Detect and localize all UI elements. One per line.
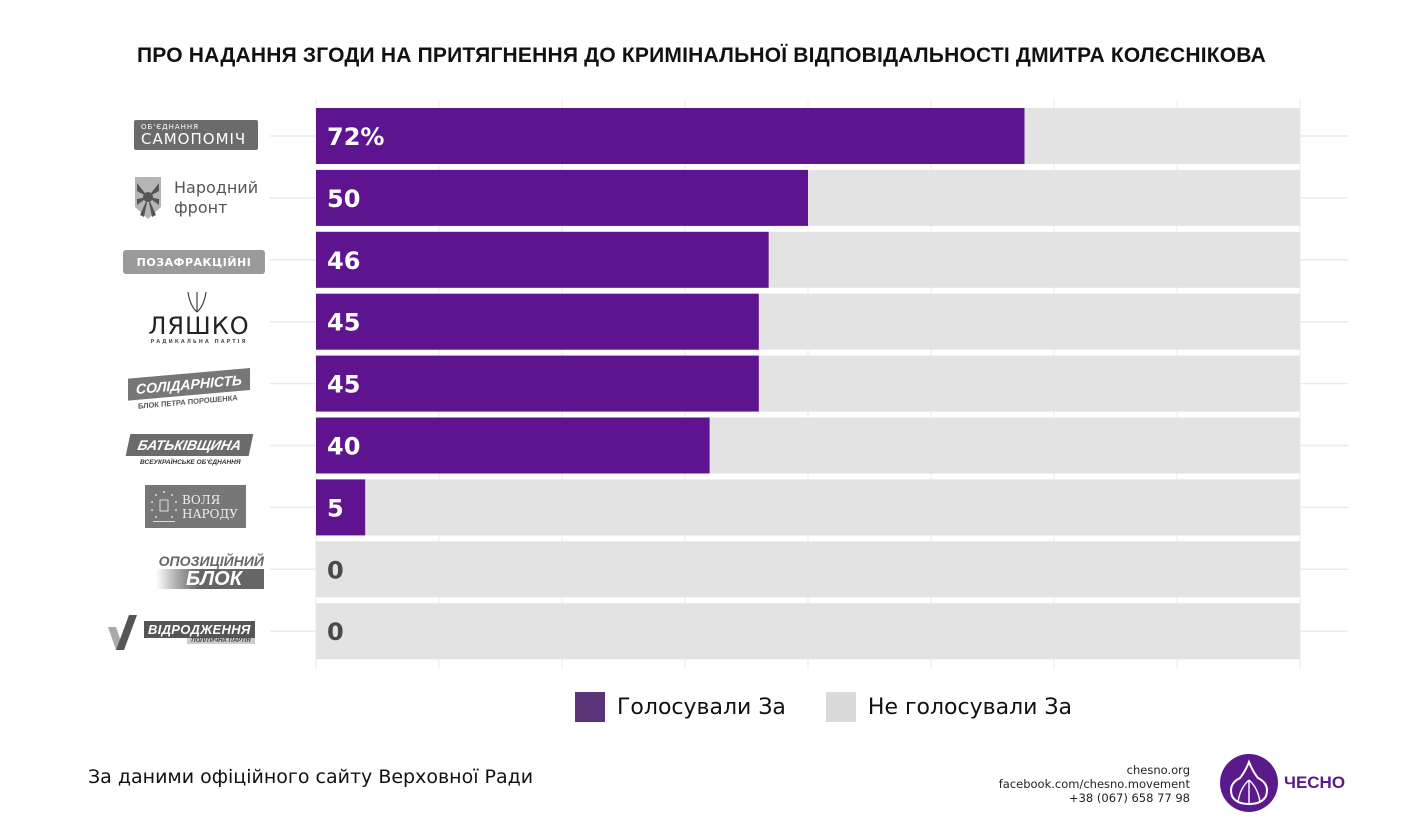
logo-narodnyi-front-line1: Народний: [174, 178, 259, 197]
bar-data-label: 40: [327, 433, 360, 461]
logo-liashko: ЛЯШКО РАДИКАЛЬНА ПАРТІЯ: [134, 292, 264, 350]
brand-name: ЧЕСНО: [1284, 773, 1346, 792]
phone-number: +38 (067) 658 77 98: [1068, 791, 1190, 805]
logo-opozytsiinyi-blok-line1: ОПОЗИЦІЙНИЙ: [158, 552, 264, 569]
logo-samopomich-line1: ОБ'ЄДНАННЯ: [141, 123, 200, 131]
legend-label-voted: Голосували За: [617, 694, 786, 720]
bar-voted: [316, 293, 759, 350]
logo-opozytsiinyi-blok: ОПОЗИЦІЙНИЙ БЛОК: [138, 551, 264, 591]
logo-volia-narodu: ВОЛЯ НАРОДУ: [145, 485, 246, 528]
bar-data-label: 50: [327, 185, 360, 213]
source-note: За даними офіційного сайту Верховної Рад…: [88, 766, 534, 788]
logo-batkivshchyna: БАТЬКІВЩИНА ВСЕУКРАЇНСЬКЕ ОБ'ЄДНАННЯ: [125, 430, 258, 470]
bar-data-label: 45: [327, 371, 360, 399]
chart-title: ПРО НАДАННЯ ЗГОДИ НА ПРИТЯГНЕННЯ ДО КРИМ…: [137, 44, 1266, 67]
logo-vidrodzhennia: ВІДРОДЖЕННЯ ПОЛІТИЧНА ПАРТІЯ: [106, 612, 268, 652]
bar-data-label: 45: [327, 309, 360, 337]
bar-data-label: 46: [327, 247, 360, 275]
bar-voted: [316, 417, 710, 474]
logo-pozafraktsiini-label: ПОЗАФРАКЦІЙНІ: [136, 255, 252, 269]
logo-volia-narodu-line2: НАРОДУ: [182, 506, 238, 521]
chart-legend: Голосували За Не голосували За: [575, 692, 1112, 722]
site-link[interactable]: chesno.org: [1126, 763, 1190, 777]
shield-icon: [135, 177, 161, 219]
garlic-logo-icon: [1220, 754, 1278, 812]
legend-item-not-voted: Не голосували За: [825, 692, 1073, 722]
checkmark-icon: [108, 615, 137, 650]
legend-label-not-voted: Не голосували За: [867, 694, 1073, 720]
bar-voted: [316, 479, 366, 536]
bar-voted: [316, 355, 759, 412]
legend-swatch-voted: [575, 692, 605, 722]
logo-samopomich: ОБ'ЄДНАННЯ САМОПОМІЧ: [134, 120, 258, 150]
bar-voted: [316, 231, 769, 288]
bar-data-label: 72%: [327, 123, 384, 151]
logo-samopomich-line2: САМОПОМІЧ: [141, 130, 247, 148]
bar-data-label: 0: [327, 618, 344, 646]
trident-emblem-icon: [151, 490, 177, 522]
legend-swatch-not-voted: [825, 692, 856, 722]
logo-batkivshchyna-subtitle: ВСЕУКРАЇНСЬКЕ ОБ'ЄДНАННЯ: [140, 459, 241, 466]
logo-narodnyi-front-line2: фронт: [174, 198, 228, 217]
logo-vidrodzhennia-subtitle: ПОЛІТИЧНА ПАРТІЯ: [187, 637, 255, 644]
bar-not-voted: [316, 479, 1300, 536]
bar-not-voted: [316, 541, 1300, 598]
facebook-link[interactable]: facebook.com/chesno.movement: [998, 777, 1190, 791]
legend-item-voted: Голосували За: [575, 692, 786, 722]
bar-data-label: 5: [327, 494, 344, 522]
bar-not-voted: [316, 603, 1300, 660]
contact-info: chesno.org facebook.com/chesno.movement …: [999, 763, 1190, 805]
logo-vidrodzhennia-name: ВІДРОДЖЕННЯ: [144, 620, 255, 638]
chesno-brand: ЧЕСНО: [1220, 754, 1345, 812]
logo-liashko-name: ЛЯШКО: [148, 312, 250, 340]
pitchfork-icon: [187, 292, 207, 313]
logo-liashko-subtitle: РАДИКАЛЬНА ПАРТІЯ: [150, 339, 248, 345]
bar-voted: [316, 169, 808, 226]
logo-narodnyi-front: Народний фронт: [134, 174, 264, 222]
logo-volia-narodu-line1: ВОЛЯ: [182, 492, 221, 507]
bar-data-label: 0: [327, 556, 344, 584]
bar-voted: [316, 108, 1025, 164]
logo-opozytsiinyi-blok-line2: БЛОК: [156, 568, 264, 589]
logo-pozafraktsiini: ПОЗАФРАКЦІЙНІ: [123, 250, 265, 274]
logo-batkivshchyna-name: БАТЬКІВЩИНА: [125, 434, 254, 456]
